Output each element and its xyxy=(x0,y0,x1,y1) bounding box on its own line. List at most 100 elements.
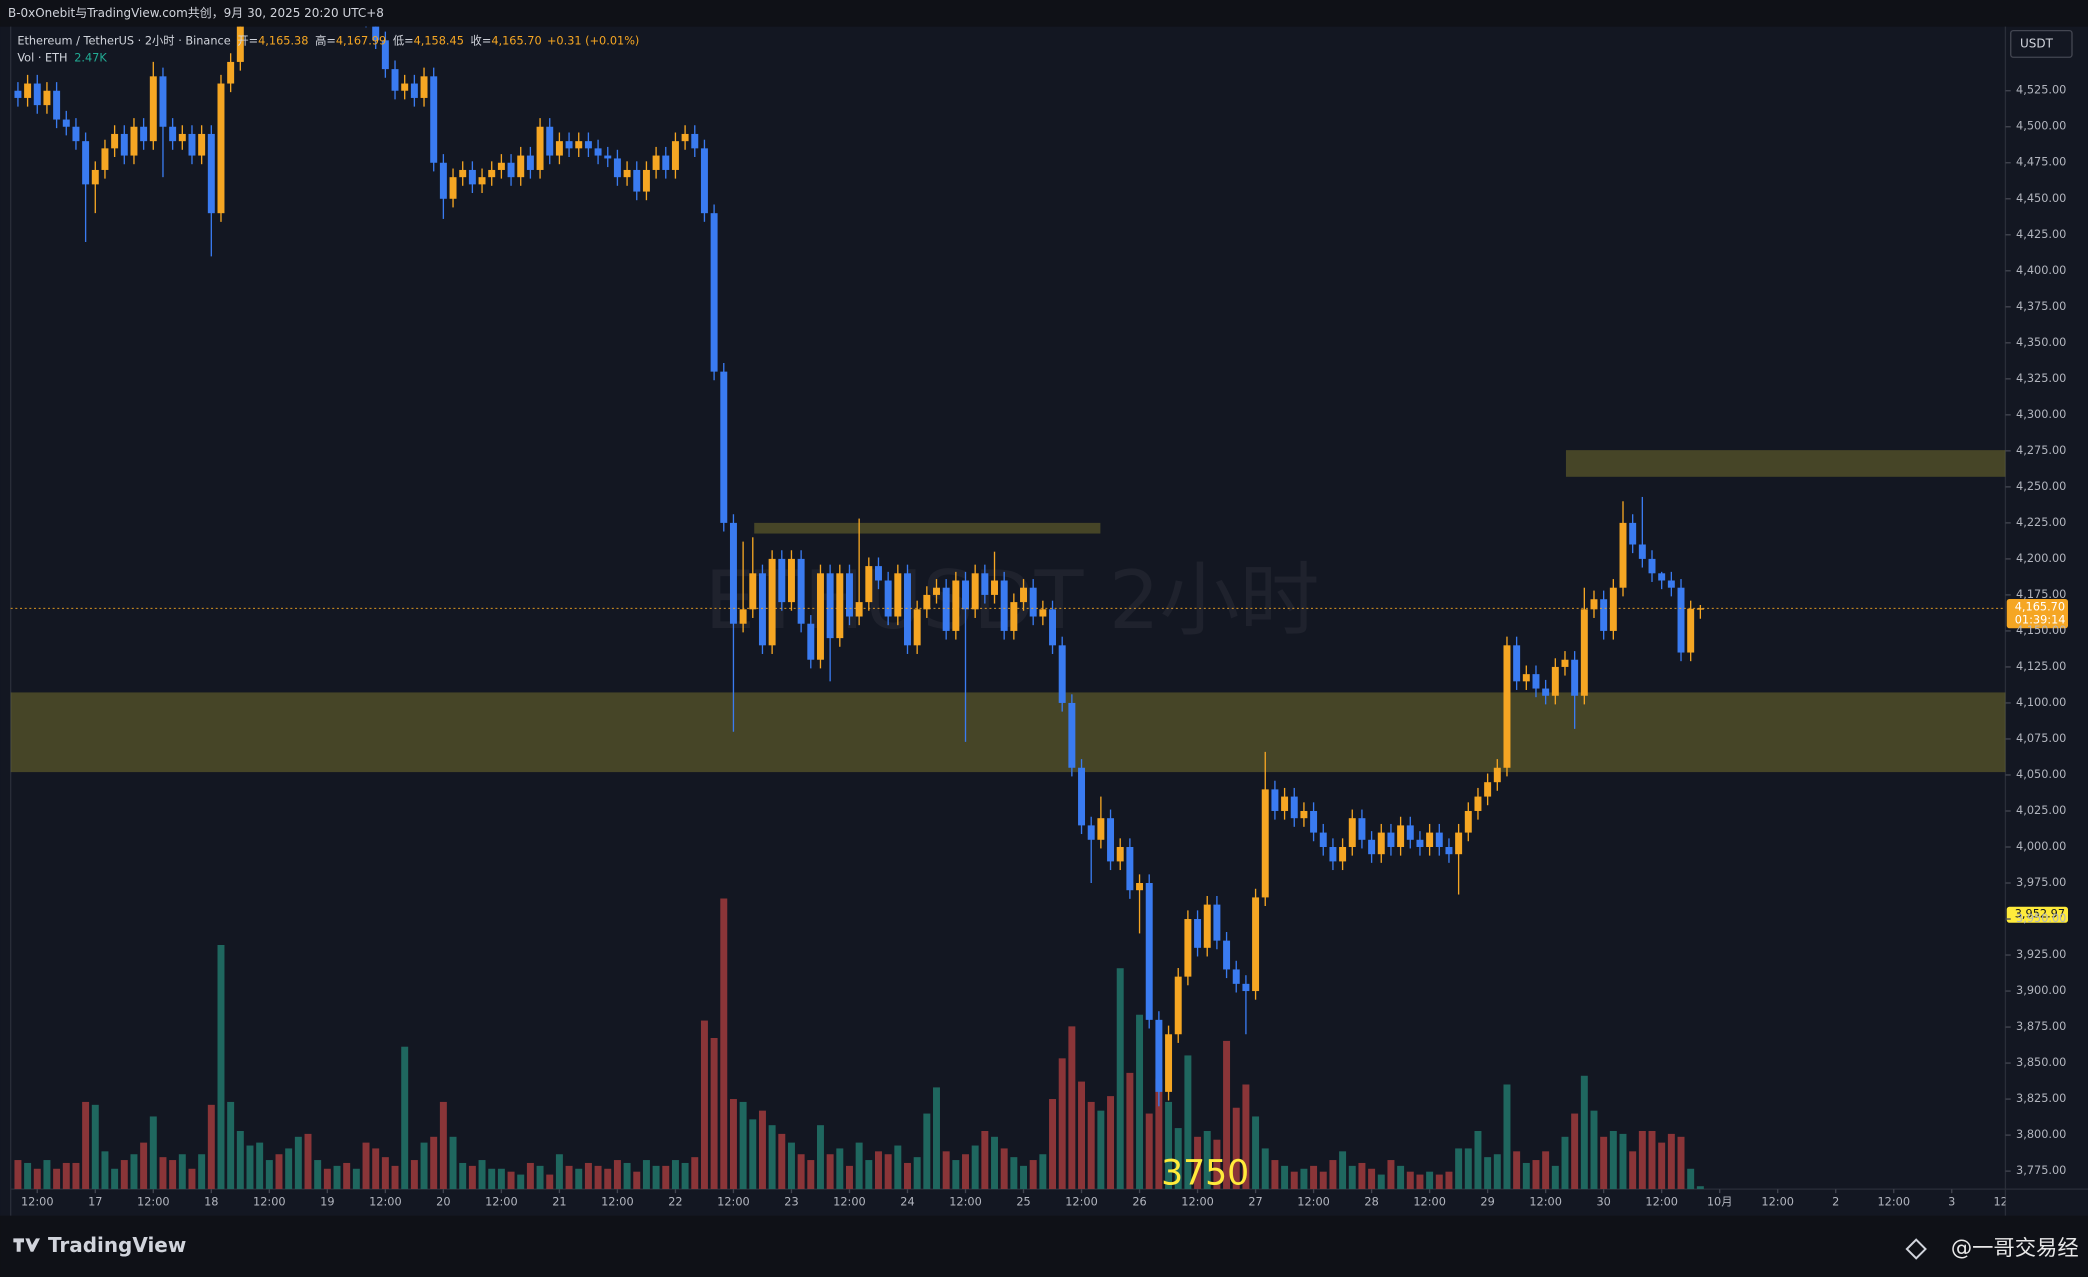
candle-body xyxy=(526,155,534,170)
x-tick-label: 29 xyxy=(1480,1195,1494,1208)
volume-bar xyxy=(991,1136,998,1190)
volume-bar xyxy=(43,1160,51,1190)
volume-bar xyxy=(1687,1168,1695,1190)
x-tick-label: 12:00 xyxy=(949,1195,982,1208)
x-tick-label: 10月 xyxy=(1707,1195,1733,1208)
volume-bar xyxy=(1252,1116,1260,1190)
candle-body xyxy=(1223,940,1231,970)
candle-body xyxy=(768,558,776,646)
volume-bar xyxy=(613,1160,621,1190)
candle-body xyxy=(1377,832,1385,855)
volume-bar xyxy=(1590,1110,1598,1190)
candle-body xyxy=(140,126,148,142)
volume-bar xyxy=(729,1099,737,1190)
candle-body xyxy=(691,133,699,149)
x-tick-label: 25 xyxy=(1016,1195,1030,1208)
volume-bar xyxy=(1097,1110,1105,1190)
y-tick-label: 3,975.00 xyxy=(2016,876,2066,889)
candle-body xyxy=(894,573,902,617)
volume-bar xyxy=(855,1142,863,1190)
volume-bar xyxy=(671,1160,679,1190)
x-tick-label: 12:00 xyxy=(601,1195,634,1208)
legend-field-label: 低= xyxy=(393,34,414,47)
author: @一哥交易经 xyxy=(1951,1236,2079,1261)
candle-body xyxy=(826,573,834,639)
candle-body xyxy=(1126,846,1134,891)
candle-body xyxy=(430,76,438,163)
volume-bar xyxy=(739,1101,747,1190)
candle-body xyxy=(1658,573,1666,581)
y-tick-label: 4,275.00 xyxy=(2016,444,2066,457)
volume-bar xyxy=(981,1130,989,1190)
volume-bar xyxy=(72,1162,80,1190)
candle-body xyxy=(53,90,61,120)
volume-bar xyxy=(1677,1136,1685,1190)
candle-body xyxy=(546,126,554,156)
top-bar xyxy=(0,0,2088,27)
candle-body xyxy=(1319,832,1327,847)
volume-bar xyxy=(304,1133,312,1190)
candle-body xyxy=(836,573,844,639)
countdown: 01:39:14 xyxy=(2015,613,2066,626)
candle-body xyxy=(1513,645,1521,682)
candle-body xyxy=(584,141,592,149)
volume-bar xyxy=(53,1168,61,1190)
legend-field-value: 4,167.99 xyxy=(336,34,386,47)
volume-bar xyxy=(768,1125,776,1190)
volume-bar xyxy=(381,1157,389,1190)
volume-bar xyxy=(884,1154,892,1190)
y-tick-label: 4,500.00 xyxy=(2016,120,2066,133)
x-tick-label: 12:00 xyxy=(1297,1195,1330,1208)
volume-bar xyxy=(401,1046,409,1190)
price-marker-box xyxy=(2006,906,2068,923)
volume-bar xyxy=(1696,1186,1704,1190)
x-tick-label: 12:00 xyxy=(1529,1195,1562,1208)
candle-body xyxy=(410,83,418,98)
volume-bar xyxy=(333,1165,341,1190)
volume-bar xyxy=(1078,1081,1086,1190)
volume-bar xyxy=(1232,1107,1240,1190)
candle-body xyxy=(623,169,631,178)
candle-body xyxy=(536,126,544,170)
y-tick-label: 3,875.00 xyxy=(2016,1020,2066,1033)
volume-bar xyxy=(710,1037,718,1190)
candle-body xyxy=(517,155,525,178)
volume-bar xyxy=(1638,1130,1646,1190)
candle-body xyxy=(1406,825,1414,840)
volume-bar xyxy=(1348,1165,1356,1190)
volume-bar xyxy=(1445,1171,1453,1190)
volume-bar xyxy=(575,1168,583,1190)
candle-body xyxy=(1242,983,1250,992)
candle-body xyxy=(797,558,805,624)
candle-body xyxy=(111,133,119,149)
volume-bar xyxy=(1609,1130,1617,1190)
candle-body xyxy=(381,40,389,70)
candle-body xyxy=(507,162,515,178)
x-tick-label: 30 xyxy=(1596,1195,1610,1208)
volume-bar xyxy=(865,1160,873,1190)
volume-bar xyxy=(91,1104,99,1190)
candle-body xyxy=(459,169,467,178)
candle-body xyxy=(1426,832,1434,847)
candle-body xyxy=(1232,969,1240,984)
candle-body xyxy=(1310,810,1318,833)
volume-bar xyxy=(1368,1168,1376,1190)
candle-body xyxy=(420,76,428,98)
candle-body xyxy=(875,566,882,581)
candle-body xyxy=(1493,767,1501,783)
candle-body xyxy=(1609,587,1617,631)
candle-body xyxy=(169,126,177,142)
x-tick-label: 12:00 xyxy=(21,1195,54,1208)
candle-body xyxy=(1271,789,1279,811)
volume-bar xyxy=(1116,968,1124,1190)
volume-bar xyxy=(1058,1058,1066,1190)
candle-body xyxy=(991,580,998,595)
x-tick-label: 20 xyxy=(436,1195,450,1208)
candle-body xyxy=(1097,818,1105,840)
volume-bar xyxy=(594,1165,602,1190)
x-tick-label: 26 xyxy=(1132,1195,1146,1208)
volume-bar xyxy=(875,1151,882,1190)
x-tick-label: 12:00 xyxy=(1181,1195,1214,1208)
